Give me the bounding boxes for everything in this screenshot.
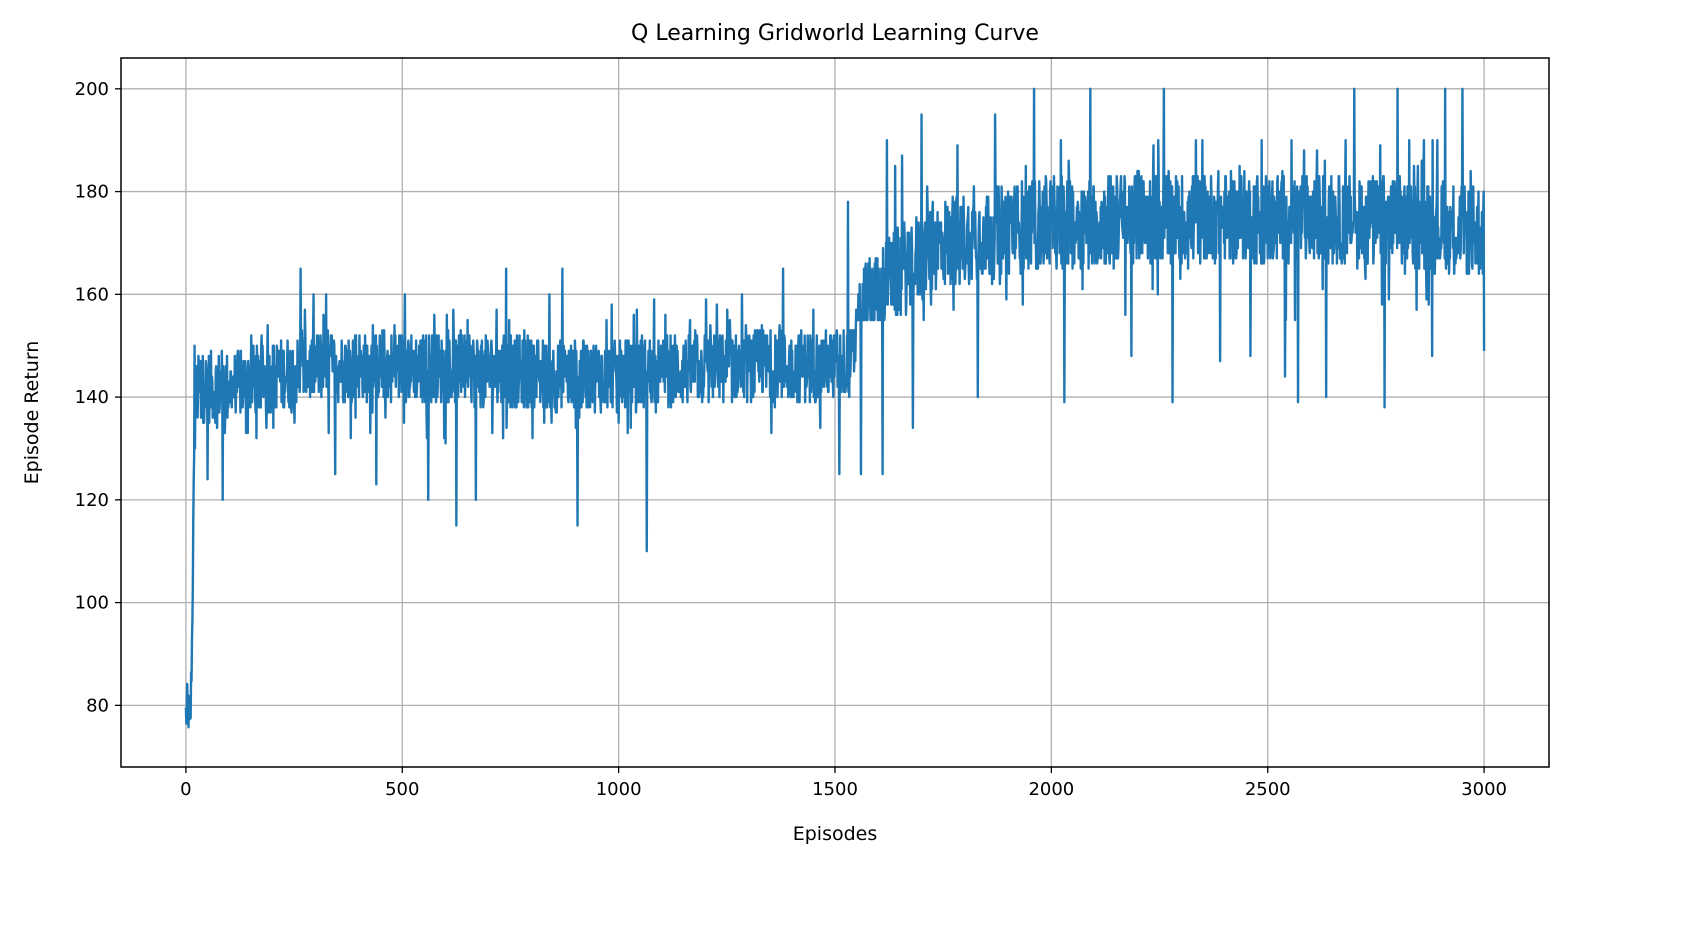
series-episode-return	[184, 87, 1486, 729]
x-axis-label: Episodes	[793, 823, 878, 845]
y-tick-label: 200	[75, 79, 109, 100]
x-tick-label: 1500	[812, 779, 858, 800]
series-line	[184, 87, 1486, 729]
x-axis-ticks: 0 500 1000 1500 2000 2500 3000	[180, 767, 1507, 800]
x-tick-label: 3000	[1461, 779, 1507, 800]
x-tick-label: 2000	[1028, 779, 1074, 800]
y-tick-label: 100	[75, 593, 109, 614]
x-tick-label: 500	[385, 779, 419, 800]
x-tick-label: 2500	[1245, 779, 1291, 800]
y-tick-label: 80	[86, 695, 109, 716]
chart-title: Q Learning Gridworld Learning Curve	[631, 21, 1039, 46]
y-tick-label: 180	[75, 182, 109, 203]
x-tick-label: 1000	[596, 779, 642, 800]
y-axis-ticks: 80 100 120 140 160 180 200	[75, 79, 121, 716]
y-tick-label: 120	[75, 490, 109, 511]
y-axis-label: Episode Return	[21, 341, 43, 485]
x-tick-label: 0	[180, 779, 191, 800]
y-tick-label: 140	[75, 387, 109, 408]
y-tick-label: 160	[75, 284, 109, 305]
